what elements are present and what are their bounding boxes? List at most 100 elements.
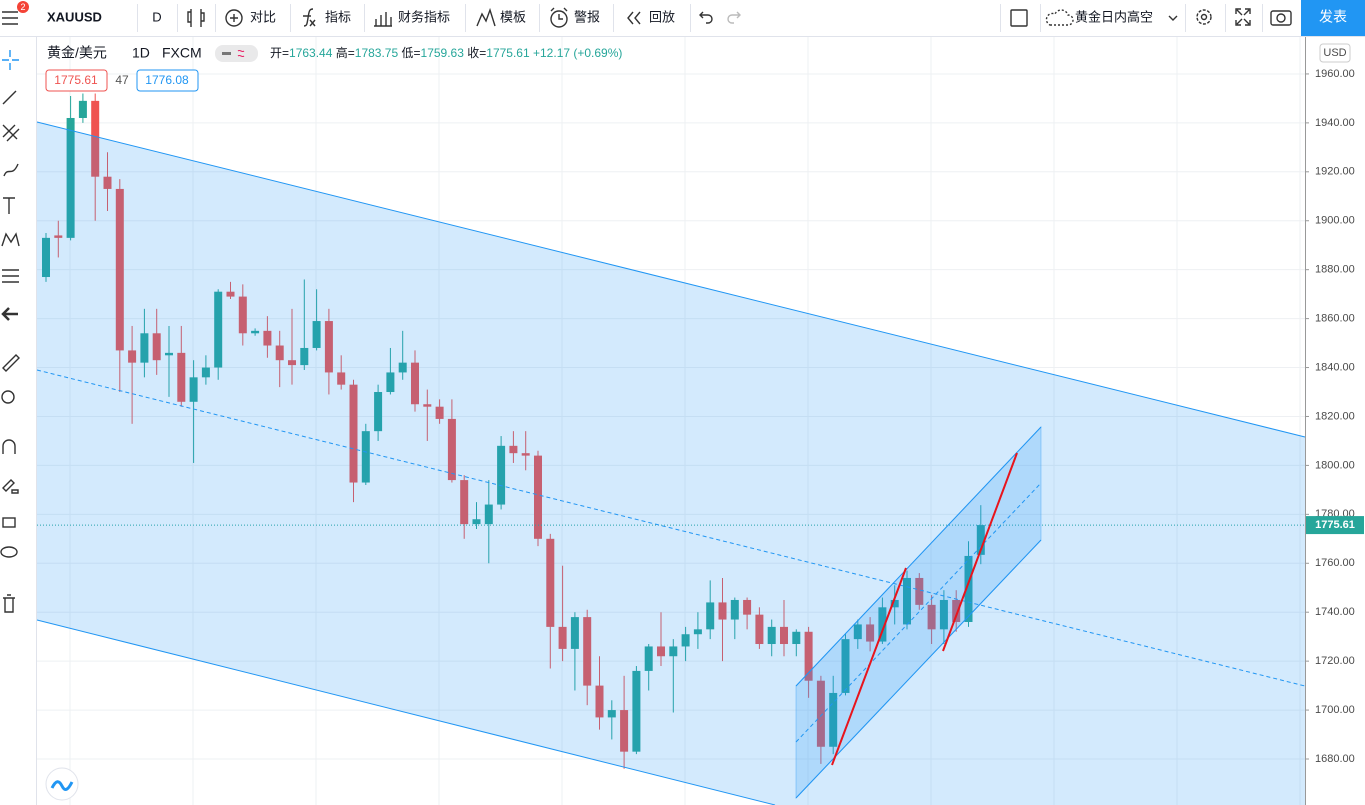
candle-body: [201, 367, 210, 378]
bid-box[interactable]: [45, 69, 108, 92]
toolbar-bg: [0, 0, 1365, 36]
y-tick-label: 1900.00: [1315, 215, 1355, 227]
y-tick-label: 1720.00: [1315, 655, 1355, 667]
high-value: 1783.75: [355, 46, 399, 60]
redo-icon[interactable]: [727, 11, 741, 24]
replay-button[interactable]: 回放: [627, 9, 675, 25]
trash-tool[interactable]: [3, 594, 15, 613]
interval[interactable]: D: [152, 9, 161, 24]
alerts-icon: [550, 10, 568, 28]
candle-body: [398, 362, 407, 373]
candle-body: [140, 333, 149, 363]
logo-mark: [50, 780, 74, 791]
lock-tool[interactable]: [2, 517, 16, 528]
candle-body: [706, 602, 715, 630]
compare-button[interactable]: 对比: [225, 9, 276, 27]
fib-tool[interactable]: [2, 124, 20, 142]
select-icon[interactable]: [1010, 9, 1028, 27]
publish-button[interactable]: 发表: [1301, 0, 1365, 36]
candle-body: [534, 455, 542, 539]
channel-fill: [37, 122, 1305, 805]
candle-body: [78, 100, 87, 118]
undo-icon[interactable]: [699, 11, 713, 24]
small-channel-lower: [795, 539, 1042, 799]
ask: 1776.08: [145, 73, 189, 87]
candle-body: [91, 100, 100, 177]
candle-body: [558, 626, 567, 649]
low-label: 低=: [402, 46, 421, 60]
templates-button[interactable]: 模板: [476, 7, 526, 27]
candle-body: [214, 291, 223, 368]
channel-lower: [36, 619, 776, 805]
settings-button[interactable]: [1196, 9, 1212, 25]
ask-box[interactable]: [136, 69, 199, 92]
candle-body: [718, 602, 727, 620]
ruler-tool[interactable]: [2, 354, 20, 372]
menu-button[interactable]: 2: [2, 1, 29, 25]
cloud-icon: [1045, 9, 1074, 26]
replay-icon: [627, 11, 641, 25]
channel-mid: [36, 369, 1306, 687]
alerts-button[interactable]: 警报: [550, 7, 600, 28]
candle-body: [115, 188, 124, 351]
pattern-tool[interactable]: [1, 232, 20, 247]
magnet-tool[interactable]: [2, 439, 16, 454]
open-value: 1763.44: [289, 46, 333, 60]
candle-body: [546, 538, 555, 627]
layout-button[interactable]: 黄金日内高空: [1045, 9, 1178, 26]
back-tool[interactable]: [1, 307, 18, 321]
candle-body: [804, 631, 813, 681]
candle-body: [251, 330, 260, 334]
prediction-tool[interactable]: [2, 269, 19, 283]
candle-body: [189, 377, 198, 402]
badge-bg: [17, 1, 29, 13]
chart-style-icon[interactable]: [187, 9, 205, 27]
cross-tool[interactable]: [2, 50, 19, 70]
lock-drawing-tool[interactable]: [2, 479, 19, 494]
y-tick-label: 1680.00: [1315, 753, 1355, 765]
candle-body: [66, 117, 75, 238]
logo: [45, 767, 79, 801]
candle-body: [472, 519, 481, 525]
candle-body: [349, 384, 358, 483]
trend-line: [942, 452, 1018, 652]
visibility-tool[interactable]: [0, 546, 18, 558]
candle-body: [841, 639, 850, 693]
candle-body: [152, 333, 161, 361]
legend-pill[interactable]: [215, 45, 258, 62]
spread: 47: [115, 73, 129, 87]
candle-body: [497, 445, 506, 505]
gear-icon: [1196, 9, 1212, 25]
zoom-tool[interactable]: [1, 390, 15, 404]
small-channel-mid: [795, 482, 1042, 743]
symbol[interactable]: XAUUSD: [47, 9, 102, 24]
candle-body: [226, 291, 235, 297]
text-tool[interactable]: [3, 197, 15, 214]
indicators-button[interactable]: 指标: [303, 8, 351, 27]
currency: USD: [1323, 47, 1346, 59]
fullscreen-icon[interactable]: [1235, 8, 1251, 26]
snapshot-button[interactable]: [1270, 10, 1292, 26]
candle-body: [42, 237, 50, 278]
candle-body: [669, 646, 678, 657]
candle-body: [903, 577, 911, 625]
y-tick-label: 1860.00: [1315, 313, 1355, 325]
candle-body: [583, 617, 592, 686]
candle-body: [177, 352, 186, 402]
alerts-label: 警报: [574, 9, 600, 24]
y-tick-label: 1740.00: [1315, 606, 1355, 618]
candle-body: [263, 330, 272, 346]
candle-body: [275, 345, 284, 361]
brush-tool[interactable]: [3, 163, 19, 177]
candle-body: [374, 392, 383, 432]
line-tool[interactable]: [2, 90, 17, 105]
candle-body: [927, 604, 936, 630]
camera-icon: [1270, 10, 1292, 26]
candle-body: [300, 347, 309, 366]
candle-body: [238, 296, 247, 334]
financials-button[interactable]: 财务指标: [374, 9, 450, 27]
compare-icon: [225, 9, 243, 27]
compare-icon: [230, 14, 238, 22]
close-value: 1775.61: [486, 46, 530, 60]
candle-body: [509, 445, 518, 454]
